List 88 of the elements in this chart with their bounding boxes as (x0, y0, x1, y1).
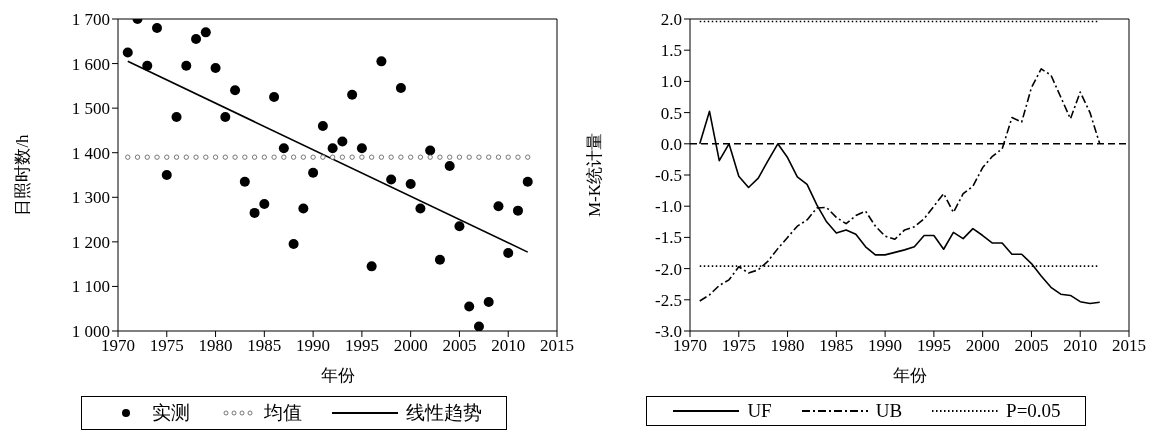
x-tick-label: 1990 (868, 336, 903, 356)
x-axis-title: 年份 (892, 366, 927, 385)
x-tick-label: 1970 (101, 336, 135, 356)
point (278, 143, 289, 154)
x-tick-label: 1990 (296, 336, 331, 356)
x-tick-label: 2015 (540, 336, 574, 356)
y-tick-label: 1 300 (71, 188, 110, 208)
x-tick-label: 2015 (1112, 336, 1146, 356)
point (249, 207, 260, 218)
point (239, 176, 250, 187)
y-tick-label: 1 200 (71, 232, 110, 252)
point (405, 178, 416, 189)
legend-label: UB (875, 400, 903, 422)
point (522, 176, 533, 187)
point (512, 205, 523, 216)
point (483, 297, 494, 308)
y-tick-label: 2.0 (660, 10, 682, 30)
point (269, 92, 280, 102)
x-tick-label: 1995 (916, 336, 951, 356)
point (347, 89, 358, 100)
point (161, 170, 172, 180)
point (327, 143, 338, 154)
point (181, 60, 192, 71)
x-tick-label: 2000 (393, 336, 428, 356)
point (171, 112, 182, 123)
point (308, 167, 319, 178)
y-tick-label: 1 700 (71, 10, 110, 30)
point (317, 120, 328, 131)
y-tick-label: 0.0 (660, 134, 682, 154)
point (220, 112, 231, 123)
y-axis-title: M-K统计量 (585, 132, 605, 218)
point (122, 47, 133, 58)
y-tick-label: 1 100 (71, 277, 110, 297)
y-tick-label: -2.5 (655, 290, 682, 310)
point (434, 254, 445, 265)
y-tick-label: -1.5 (655, 228, 682, 248)
point (142, 60, 153, 71)
point (464, 301, 475, 312)
point (386, 174, 397, 185)
x-tick-label: 2010 (1063, 336, 1098, 356)
legend-label: 均值 (264, 401, 302, 425)
x-tick-label: 1995 (344, 336, 379, 356)
point (493, 201, 504, 212)
point (503, 248, 514, 258)
y-tick-label: -0.5 (655, 166, 682, 186)
y-tick-label: -2.0 (655, 259, 682, 279)
point (425, 145, 436, 156)
x-tick-label: 1980 (198, 336, 233, 356)
y-tick-label: 1.5 (660, 41, 682, 61)
y-axis-title: 日照时数/h (13, 133, 33, 216)
legend-label: UF (747, 400, 772, 422)
y-tick-label: 1 500 (71, 99, 110, 119)
x-tick-label: 2010 (491, 336, 526, 356)
y-tick-label: 1.0 (660, 72, 682, 92)
legend-label: P=0.05 (1006, 400, 1061, 422)
y-tick-label: 1 600 (71, 54, 110, 74)
point (152, 22, 163, 33)
point (288, 239, 299, 250)
point (191, 34, 202, 45)
x-tick-label: 2005 (442, 336, 477, 356)
y-tick-label: -1.0 (655, 197, 682, 217)
x-tick-label: 1970 (673, 336, 707, 356)
x-tick-label: 1975 (149, 336, 184, 356)
point (395, 83, 406, 94)
point (444, 161, 455, 172)
x-tick-label: 1975 (721, 336, 756, 356)
x-tick-label: 1985 (247, 336, 282, 356)
y-tick-label: 0.5 (660, 103, 682, 123)
point (337, 136, 348, 147)
legend-label: 实测 (152, 401, 190, 425)
point (200, 27, 211, 38)
point (210, 63, 221, 74)
x-tick-label: 2005 (1014, 336, 1049, 356)
x-tick-label: 2000 (965, 336, 1000, 356)
y-tick-label: 1 400 (71, 143, 110, 163)
point (298, 203, 309, 214)
point (366, 261, 377, 272)
x-tick-label: 1980 (770, 336, 805, 356)
point (356, 143, 367, 154)
point (230, 85, 241, 96)
point (415, 203, 426, 214)
point (259, 198, 270, 209)
point (376, 56, 387, 67)
legend-label: 线性趋势 (406, 401, 482, 425)
point (473, 321, 484, 331)
x-axis-title: 年份 (320, 366, 355, 385)
point (454, 221, 465, 232)
x-tick-label: 1985 (819, 336, 854, 356)
